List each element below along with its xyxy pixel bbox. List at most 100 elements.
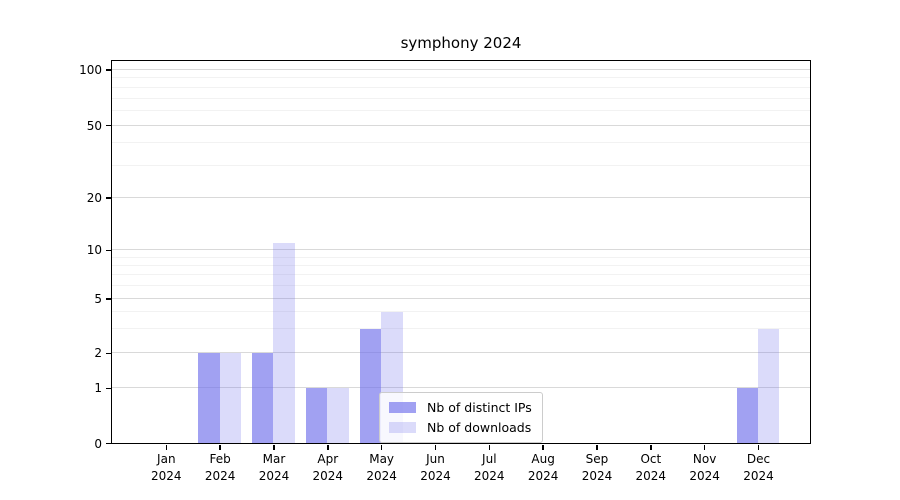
x-label-month: Dec <box>746 452 771 466</box>
y-axis-tick-label: 20 <box>86 191 102 205</box>
major-gridline <box>111 197 810 198</box>
x-axis-tick-label: Apr 2024 <box>298 451 358 485</box>
legend-entry-downloads: Nb of downloads <box>389 420 532 435</box>
bar-nb-of-distinct-ips-dec <box>736 387 758 443</box>
y-axis-tick-label: 50 <box>86 118 102 133</box>
bar-nb-of-distinct-ips-mar <box>252 352 274 443</box>
x-label-year: 2024 <box>258 469 290 483</box>
x-axis-tick-label: Nov 2024 <box>675 451 735 485</box>
x-label-month: Sep <box>585 452 609 466</box>
bar-nb-of-downloads-dec <box>757 328 780 443</box>
plot-area <box>110 59 811 444</box>
minor-gridline <box>111 165 810 166</box>
major-gridline <box>111 249 810 251</box>
y-axis-tick-label: 5 <box>94 292 102 306</box>
y-axis-tick <box>105 352 111 355</box>
x-label-month: May <box>369 452 395 466</box>
chart-title: symphony 2024 <box>400 34 522 52</box>
x-label-month: Aug <box>531 452 555 466</box>
x-axis-tick-label: Jan 2024 <box>136 451 196 485</box>
minor-gridline <box>111 256 810 258</box>
legend-entry-distinct-ips: Nb of distinct IPs <box>389 400 532 415</box>
x-axis-tick-label: May 2024 <box>352 451 412 485</box>
legend-label-distinct-ips: Nb of distinct IPs <box>427 400 532 415</box>
x-label-year: 2024 <box>366 469 397 483</box>
major-gridline <box>111 387 810 389</box>
x-axis-tick <box>703 445 706 450</box>
y-axis-tick-label: 100 <box>79 63 102 77</box>
minor-gridline <box>111 285 810 287</box>
major-gridline <box>111 69 810 70</box>
major-gridline <box>111 124 810 126</box>
bar-nb-of-downloads-apr <box>327 387 349 443</box>
x-label-year: 2024 <box>204 469 236 483</box>
minor-gridline <box>111 264 810 266</box>
y-axis-tick <box>105 124 111 127</box>
y-axis-tick <box>105 249 111 252</box>
x-label-year: 2024 <box>581 469 613 483</box>
x-label-year: 2024 <box>151 469 182 483</box>
x-axis-tick-label: Mar 2024 <box>244 451 304 485</box>
x-axis-tick <box>273 445 275 450</box>
x-axis-tick <box>327 445 329 450</box>
bar-nb-of-distinct-ips-apr <box>305 387 328 443</box>
x-label-month: Jun <box>426 452 445 466</box>
x-axis-tick-label: Aug 2024 <box>513 451 573 485</box>
bar-nb-of-distinct-ips-may <box>359 328 382 443</box>
y-axis-tick <box>105 442 111 445</box>
x-axis-tick-label: Feb 2024 <box>190 451 250 485</box>
x-axis-tick <box>219 445 221 450</box>
x-label-month: Mar <box>262 452 286 466</box>
minor-gridline <box>111 274 810 276</box>
y-axis-tick <box>105 298 111 300</box>
x-axis-tick-label: Dec 2024 <box>728 451 788 485</box>
x-axis-tick <box>650 445 652 450</box>
x-label-month: Nov <box>692 452 717 466</box>
x-axis-tick-label: Oct 2024 <box>621 451 681 485</box>
bar-nb-of-downloads-mar <box>273 242 295 443</box>
minor-gridline <box>111 328 810 330</box>
y-axis-tick <box>105 197 111 199</box>
major-gridline <box>111 298 810 299</box>
x-label-year: 2024 <box>743 469 774 483</box>
x-label-year: 2024 <box>689 469 720 483</box>
bar-nb-of-downloads-feb <box>219 352 242 443</box>
x-axis-tick <box>434 445 437 450</box>
y-axis-tick-label: 10 <box>86 243 102 258</box>
x-axis-tick <box>165 445 168 450</box>
x-axis-tick-label: Sep 2024 <box>567 451 627 485</box>
legend-swatch-downloads <box>389 422 416 433</box>
x-axis-tick <box>542 445 544 450</box>
x-label-year: 2024 <box>635 469 667 483</box>
minor-gridline <box>111 110 810 112</box>
x-axis-tick-label: Jun 2024 <box>405 451 465 485</box>
y-axis-tick-label: 0 <box>94 436 102 451</box>
x-label-month: Jul <box>482 452 497 466</box>
y-axis-tick-label: 2 <box>94 346 102 361</box>
x-axis-tick <box>596 445 598 450</box>
x-label-year: 2024 <box>474 469 505 483</box>
y-axis-tick <box>105 387 111 390</box>
minor-gridline <box>111 311 810 313</box>
x-label-year: 2024 <box>312 469 344 483</box>
minor-gridline <box>111 77 810 79</box>
minor-gridline <box>111 97 810 99</box>
legend: Nb of distinct IPs Nb of downloads <box>379 392 543 443</box>
x-label-year: 2024 <box>527 469 559 483</box>
bar-nb-of-distinct-ips-feb <box>198 352 220 443</box>
legend-swatch-distinct-ips <box>389 402 416 413</box>
x-label-year: 2024 <box>420 469 451 483</box>
x-axis-tick <box>757 445 760 450</box>
legend-label-downloads: Nb of downloads <box>427 420 532 435</box>
major-gridline <box>111 352 810 354</box>
x-axis-tick <box>380 445 383 450</box>
minor-gridline <box>111 86 810 88</box>
minor-gridline <box>111 142 810 144</box>
x-label-month: Oct <box>640 452 662 466</box>
x-label-month: Apr <box>317 452 339 466</box>
x-label-month: Jan <box>157 452 176 466</box>
x-axis-tick-label: Jul 2024 <box>459 451 519 485</box>
y-axis-tick <box>105 69 111 71</box>
x-axis-tick <box>488 445 491 450</box>
